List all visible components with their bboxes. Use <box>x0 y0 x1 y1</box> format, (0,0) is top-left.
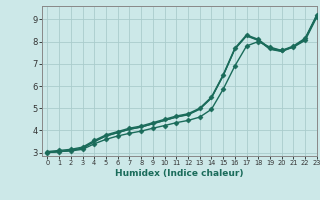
X-axis label: Humidex (Indice chaleur): Humidex (Indice chaleur) <box>115 169 244 178</box>
